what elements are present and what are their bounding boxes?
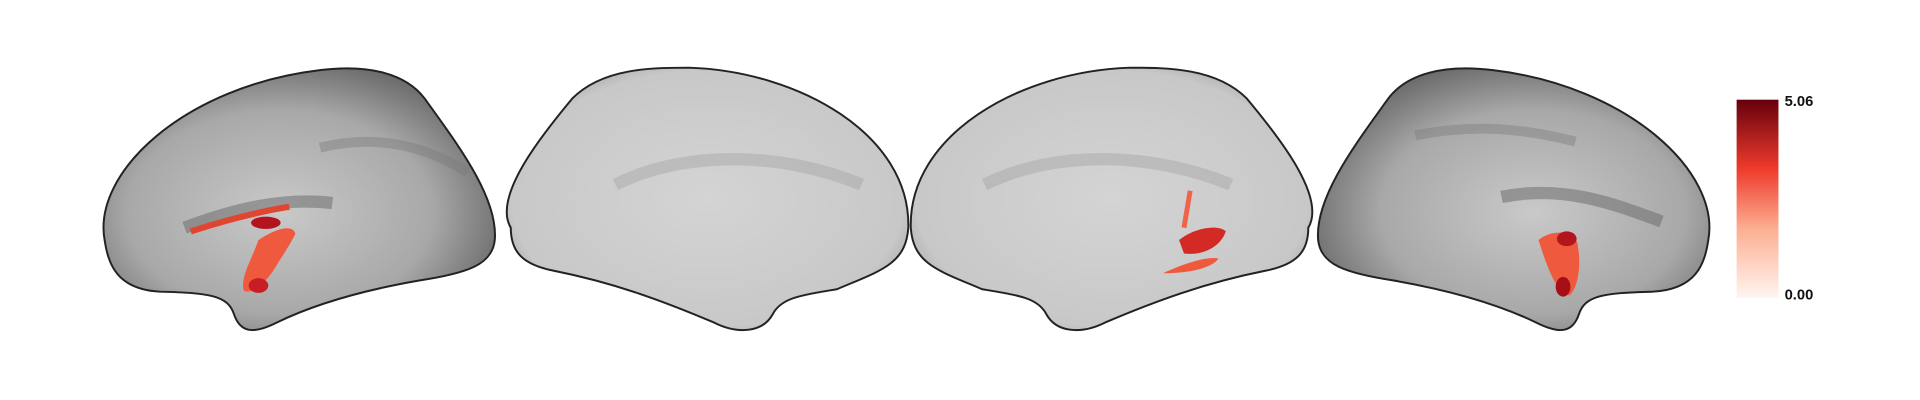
colorbar-min-label: 0.00 xyxy=(1785,287,1814,303)
activation xyxy=(1538,232,1580,296)
brain-left-medial xyxy=(505,66,910,332)
sulcus xyxy=(182,195,334,234)
activation xyxy=(1181,190,1193,229)
activation xyxy=(189,203,290,235)
activation xyxy=(1555,276,1571,297)
brain-right-lateral xyxy=(1316,67,1711,332)
activation xyxy=(1163,258,1219,274)
surface xyxy=(909,66,1314,332)
surface xyxy=(505,66,910,332)
activation xyxy=(251,216,281,229)
brain-left-lateral xyxy=(102,67,496,332)
colorbar-max-label: 5.06 xyxy=(1785,94,1814,110)
activation xyxy=(1179,227,1226,254)
sulcus xyxy=(318,136,471,177)
sulcus xyxy=(612,153,864,191)
sulcus xyxy=(1500,186,1664,228)
colorbar-gradient xyxy=(1736,99,1779,298)
activation xyxy=(1556,231,1577,247)
sulcus xyxy=(981,153,1234,191)
activation xyxy=(243,228,296,292)
activation xyxy=(248,278,269,293)
colorbar: 5.06 0.00 xyxy=(1736,94,1814,303)
sulcus xyxy=(1414,123,1577,147)
brain-right-medial xyxy=(909,66,1314,332)
